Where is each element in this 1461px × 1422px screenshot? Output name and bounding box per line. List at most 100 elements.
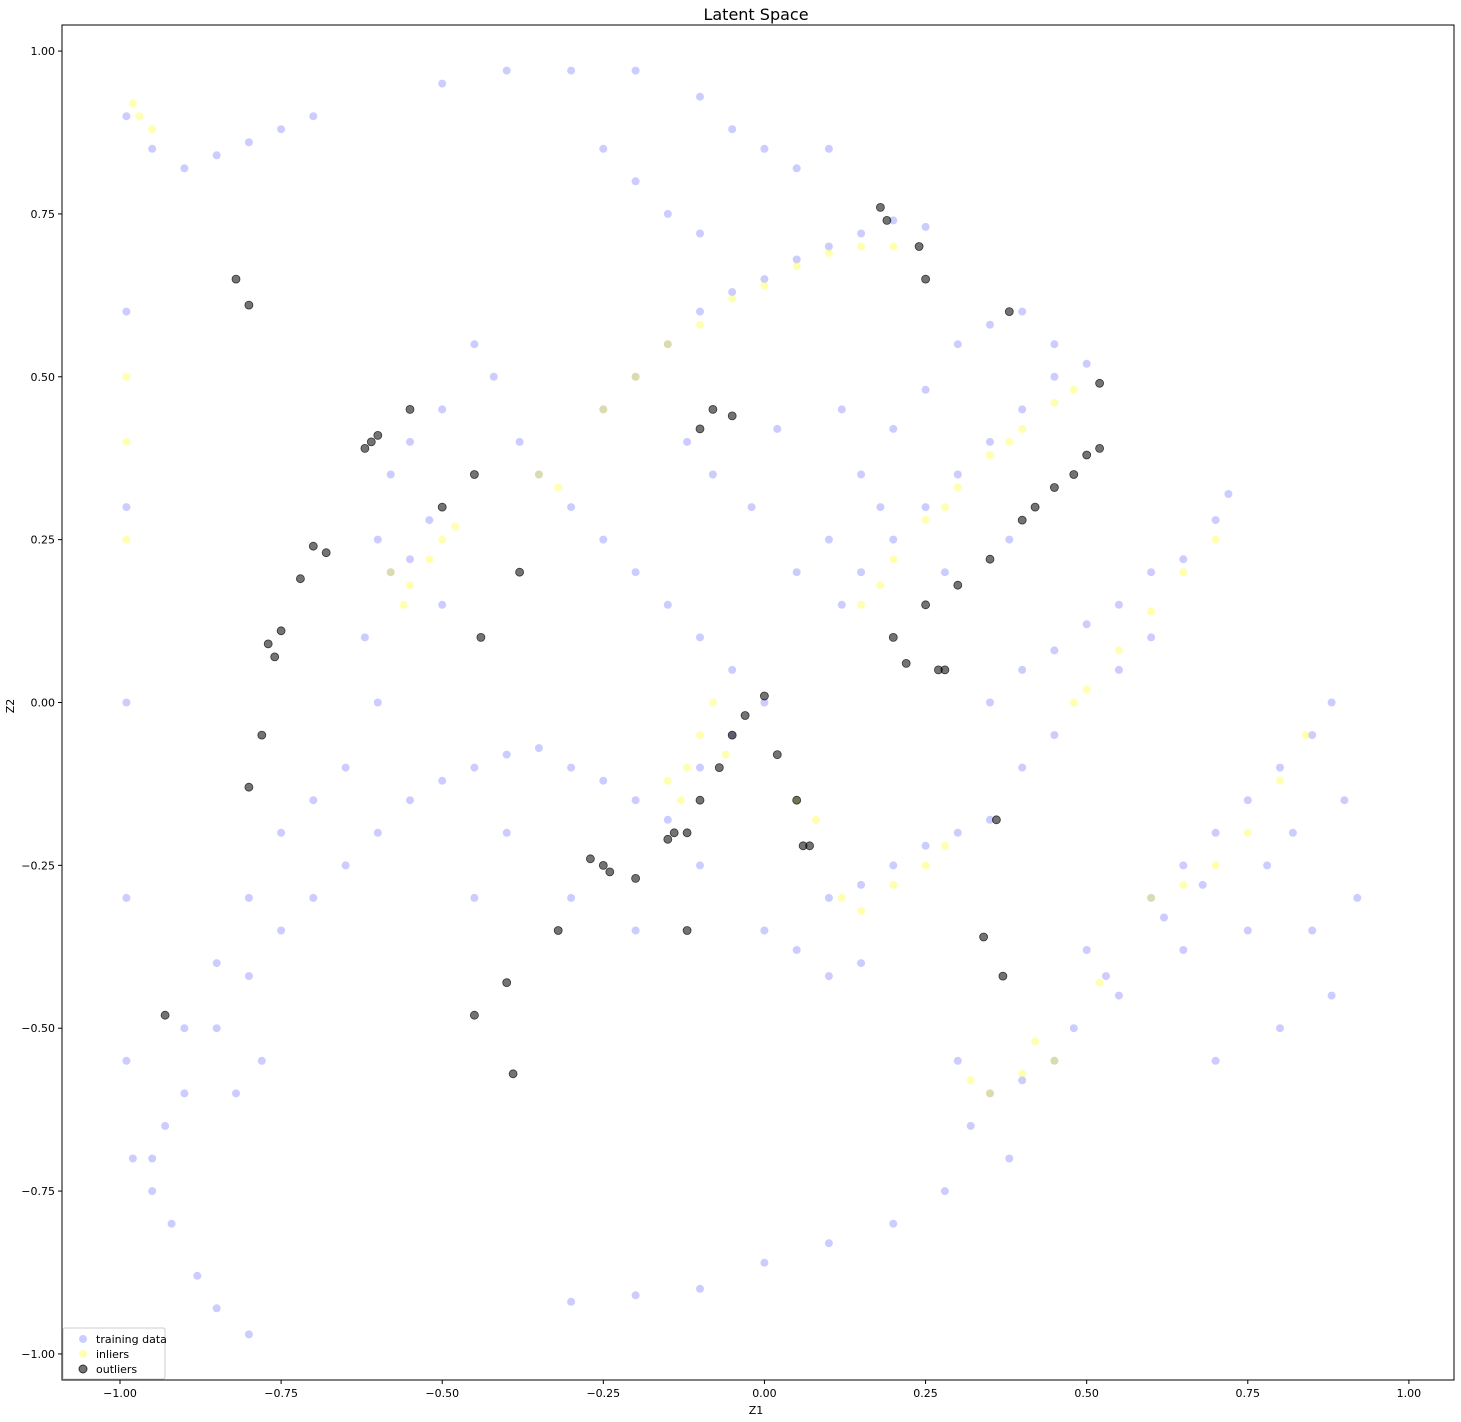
scatter-point bbox=[470, 763, 479, 772]
scatter-point bbox=[308, 541, 318, 551]
scatter-point bbox=[760, 698, 769, 707]
scatter-point bbox=[889, 424, 898, 433]
scatter-point bbox=[277, 125, 286, 134]
scatter-point bbox=[406, 437, 414, 446]
scatter-point bbox=[857, 907, 866, 915]
scatter-point bbox=[1018, 763, 1027, 772]
scatter-point bbox=[554, 483, 563, 492]
scatter-point bbox=[631, 177, 640, 186]
scatter-point bbox=[889, 1219, 898, 1228]
y-tick-label: −0.75 bbox=[21, 1185, 55, 1198]
scatter-point bbox=[695, 795, 705, 805]
scatter-point bbox=[857, 959, 866, 968]
scatter-point bbox=[534, 470, 543, 479]
scatter-point bbox=[1050, 1056, 1059, 1065]
scatter-point bbox=[122, 437, 131, 446]
scatter-point bbox=[567, 893, 576, 902]
legend-label: training data bbox=[96, 1333, 167, 1346]
x-tick-label: −0.50 bbox=[425, 1387, 459, 1400]
scatter-point bbox=[360, 443, 370, 453]
scatter-point bbox=[889, 861, 898, 870]
scatter-point bbox=[1005, 535, 1014, 544]
scatter-point bbox=[1211, 516, 1220, 525]
scatter-point bbox=[631, 1291, 640, 1300]
scatter-point bbox=[921, 503, 930, 512]
scatter-point bbox=[341, 861, 350, 870]
scatter-point bbox=[244, 893, 253, 902]
scatter-point bbox=[857, 229, 866, 238]
scatter-point bbox=[824, 144, 833, 153]
scatter-point bbox=[940, 841, 949, 850]
scatter-point bbox=[1095, 978, 1104, 987]
scatter-point bbox=[406, 581, 414, 590]
scatter-point bbox=[792, 255, 801, 264]
scatter-point bbox=[1301, 731, 1310, 740]
scatter-point bbox=[773, 424, 782, 433]
scatter-point bbox=[515, 437, 524, 446]
scatter-point bbox=[888, 633, 898, 642]
scatter-point bbox=[708, 404, 718, 414]
scatter-point bbox=[979, 932, 988, 942]
scatter-point bbox=[708, 698, 717, 707]
scatter-point bbox=[1276, 1024, 1284, 1033]
scatter-point bbox=[940, 1187, 949, 1196]
scatter-point bbox=[663, 815, 672, 824]
scatter-point bbox=[1179, 861, 1188, 870]
scatter-point bbox=[1031, 1037, 1040, 1046]
scatter-point bbox=[1327, 698, 1336, 707]
scatter-point bbox=[476, 633, 486, 642]
scatter-point bbox=[425, 555, 434, 564]
scatter-point bbox=[986, 451, 994, 459]
scatter-point bbox=[728, 125, 737, 134]
scatter-point bbox=[1243, 796, 1252, 805]
scatter-point bbox=[1082, 946, 1091, 954]
scatter-point bbox=[921, 274, 930, 284]
scatter-point bbox=[1211, 1056, 1220, 1065]
scatter-point bbox=[399, 600, 408, 609]
scatter-point bbox=[148, 1154, 157, 1163]
scatter-point bbox=[438, 79, 447, 88]
x-tick-label: 1.00 bbox=[1397, 1387, 1422, 1400]
scatter-point bbox=[1050, 1056, 1059, 1065]
scatter-point bbox=[934, 665, 943, 675]
scatter-point bbox=[953, 470, 962, 479]
scatter-point bbox=[876, 581, 885, 590]
scatter-point bbox=[122, 535, 131, 544]
scatter-point bbox=[1050, 731, 1059, 740]
scatter-point bbox=[502, 66, 511, 75]
scatter-point bbox=[1050, 340, 1059, 349]
scatter-point bbox=[760, 1258, 769, 1267]
scatter-point bbox=[953, 483, 962, 492]
legend-marker bbox=[79, 1350, 87, 1358]
scatter-point bbox=[696, 320, 704, 329]
legend-marker bbox=[79, 1335, 87, 1343]
scatter-point bbox=[1308, 926, 1317, 935]
scatter-point bbox=[728, 665, 737, 674]
scatter-point bbox=[1114, 665, 1123, 674]
scatter-point bbox=[721, 750, 730, 759]
scatter-point bbox=[232, 1089, 240, 1098]
scatter-point bbox=[792, 568, 801, 577]
scatter-point bbox=[1243, 828, 1252, 837]
scatter-point bbox=[1147, 568, 1156, 577]
scatter-point bbox=[1179, 568, 1188, 577]
scatter-point bbox=[1018, 424, 1027, 433]
scatter-point bbox=[805, 841, 814, 851]
scatter-point bbox=[1147, 607, 1156, 616]
scatter-point bbox=[270, 652, 280, 662]
scatter-point bbox=[696, 229, 704, 238]
scatter-point bbox=[986, 1089, 994, 1098]
y-tick-label: −0.50 bbox=[21, 1022, 55, 1035]
scatter-point bbox=[1243, 926, 1252, 935]
scatter-point bbox=[373, 698, 382, 707]
legend-box bbox=[62, 1327, 166, 1380]
scatter-point bbox=[373, 535, 382, 544]
scatter-point bbox=[824, 893, 833, 902]
scatter-point bbox=[231, 274, 241, 284]
scatter-point bbox=[567, 503, 576, 512]
scatter-point bbox=[889, 535, 898, 544]
scatter-point bbox=[1030, 502, 1040, 512]
scatter-point bbox=[696, 861, 704, 870]
legend-label: outliers bbox=[96, 1363, 137, 1376]
